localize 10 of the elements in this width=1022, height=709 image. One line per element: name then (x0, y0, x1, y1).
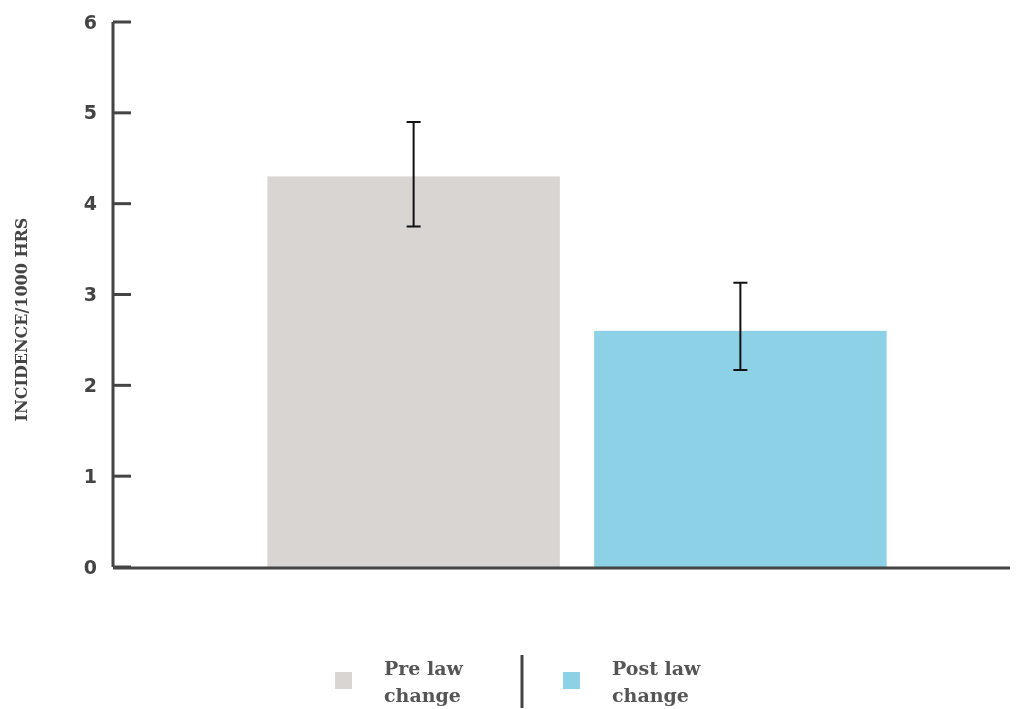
y-axis-title: INCIDENCE/1000 HRS (12, 217, 31, 422)
legend-label: Post law change (612, 657, 702, 706)
y-tick-label: 1 (83, 464, 97, 487)
y-tick-label: 3 (83, 283, 97, 306)
legend-label: Pre law change (384, 657, 464, 706)
y-tick-label: 6 (83, 10, 97, 33)
y-tick-label: 4 (83, 192, 97, 215)
y-tick-label: 5 (83, 101, 97, 124)
y-tick-label: 0 (83, 555, 97, 578)
y-tick-label: 2 (83, 373, 97, 396)
